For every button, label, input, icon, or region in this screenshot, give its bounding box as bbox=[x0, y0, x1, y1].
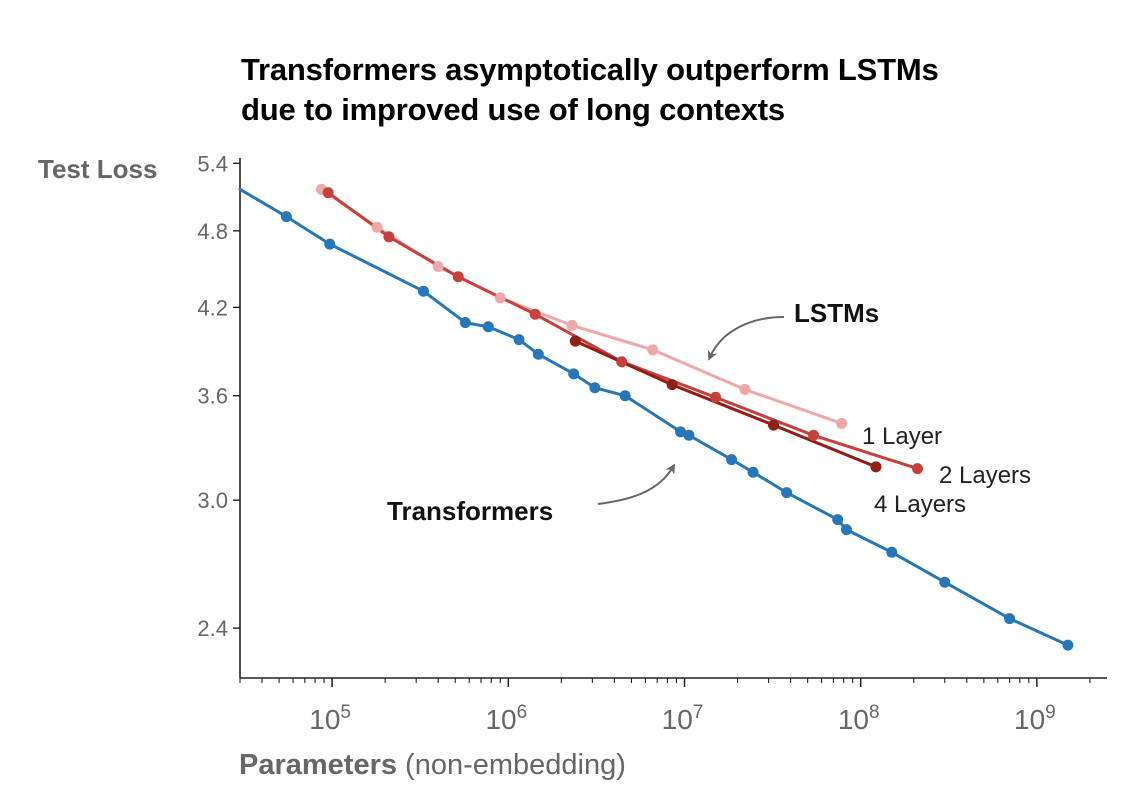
series-line-2-layers bbox=[326, 191, 919, 471]
x-axis-label-bold: Parameters bbox=[239, 749, 397, 781]
x-axis-label: Parameters (non-embedding) bbox=[239, 749, 626, 781]
data-point-transformers bbox=[1004, 613, 1016, 625]
y-tick-label: 5.4 bbox=[197, 151, 228, 176]
data-point-2-layers bbox=[911, 463, 923, 475]
annotation-lstms-arrow bbox=[707, 316, 785, 361]
data-point-2-layers bbox=[808, 429, 820, 441]
data-point-transformers bbox=[459, 317, 471, 329]
data-point-transformers bbox=[482, 321, 494, 333]
data-point-1-layer bbox=[494, 292, 506, 304]
annotation-lstms: LSTMs bbox=[794, 298, 879, 328]
y-tick-label: 3.0 bbox=[197, 488, 228, 513]
chart-title-line-1: Transformers asymptotically outperform L… bbox=[241, 52, 939, 87]
series-points-group bbox=[280, 183, 1074, 651]
data-point-transformers bbox=[417, 285, 429, 297]
data-point-2-layers bbox=[616, 356, 628, 368]
data-point-transformers bbox=[532, 348, 544, 360]
data-point-4-layers bbox=[768, 419, 780, 431]
series-lines-group bbox=[238, 187, 1070, 647]
x-axis-label-rest: (non-embedding) bbox=[397, 749, 626, 781]
data-point-transformers bbox=[886, 546, 898, 558]
data-point-1-layer bbox=[432, 261, 444, 273]
data-point-transformers bbox=[280, 211, 292, 223]
data-point-transformers bbox=[781, 487, 793, 499]
data-point-2-layers bbox=[322, 187, 334, 199]
series-label-4-layers: 4 Layers bbox=[874, 491, 966, 518]
data-point-transformers bbox=[832, 514, 844, 526]
data-point-transformers bbox=[513, 334, 525, 346]
ticks-group: 2.4 3.0 3.6 4.2 4.8 5.4 105 106 107 108 109 bbox=[197, 151, 1091, 735]
data-point-transformers bbox=[683, 429, 695, 441]
data-point-2-layers bbox=[529, 308, 541, 320]
data-point-2-layers bbox=[452, 271, 464, 283]
chart-title-line-2: due to improved use of long contexts bbox=[241, 92, 785, 127]
series-line-1-layer bbox=[320, 187, 844, 425]
annotation-transformers: Transformers bbox=[387, 496, 553, 526]
x-tick-label: 105 bbox=[309, 702, 351, 735]
y-tick-label: 4.8 bbox=[197, 219, 228, 244]
data-point-1-layer bbox=[371, 221, 383, 233]
data-point-transformers bbox=[1062, 639, 1074, 651]
data-point-transformers bbox=[675, 426, 687, 438]
data-point-transformers bbox=[939, 576, 951, 588]
data-point-1-layer bbox=[566, 319, 578, 331]
y-tick-label: 2.4 bbox=[197, 616, 228, 641]
data-point-transformers bbox=[840, 524, 852, 536]
x-tick-label: 108 bbox=[838, 702, 880, 735]
data-point-1-layer bbox=[739, 383, 751, 395]
data-point-transformers bbox=[747, 466, 759, 478]
annotation-transformers-arrow bbox=[597, 463, 676, 505]
y-axis-label: Test Loss bbox=[38, 154, 157, 184]
series-label-2-layers: 2 Layers bbox=[939, 462, 1031, 489]
data-point-4-layers bbox=[666, 379, 678, 391]
x-tick-label: 109 bbox=[1014, 702, 1056, 735]
axes-group bbox=[239, 158, 1107, 679]
series-line-transformers bbox=[238, 187, 1070, 647]
data-point-2-layers bbox=[710, 391, 722, 403]
data-point-transformers bbox=[619, 390, 631, 402]
data-point-1-layer bbox=[836, 417, 848, 429]
data-point-transformers bbox=[568, 368, 580, 380]
y-tick-label: 3.6 bbox=[197, 384, 228, 409]
data-point-1-layer bbox=[647, 344, 659, 356]
data-point-2-layers bbox=[383, 231, 395, 243]
x-tick-label: 106 bbox=[485, 702, 527, 735]
data-point-transformers bbox=[324, 238, 336, 250]
y-tick-label: 4.2 bbox=[197, 295, 228, 320]
data-point-4-layers bbox=[870, 461, 882, 473]
data-point-4-layers bbox=[569, 335, 581, 347]
series-label-1-layer: 1 Layer bbox=[862, 423, 942, 450]
data-point-transformers bbox=[589, 382, 601, 394]
data-point-transformers bbox=[726, 454, 738, 466]
x-tick-label: 107 bbox=[662, 702, 704, 735]
